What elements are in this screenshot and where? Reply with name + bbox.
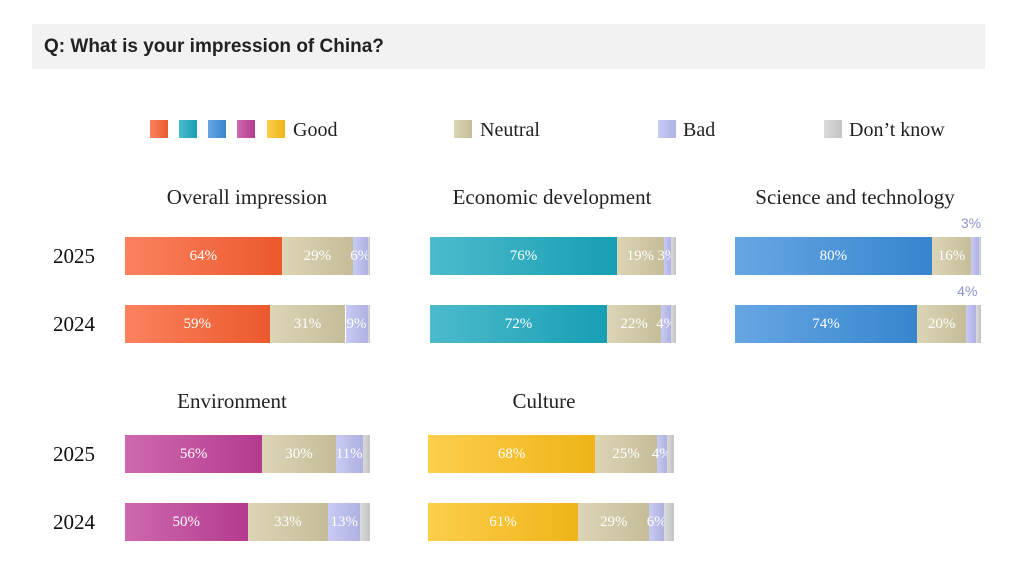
good-swatch-2 bbox=[179, 120, 197, 138]
bad-segment bbox=[663, 237, 672, 275]
neutral-segment bbox=[578, 503, 650, 541]
panel-title-2: Economic development bbox=[452, 185, 652, 209]
question-header: Q: What is your impression of China? bbox=[32, 24, 985, 69]
bad-value-label: 6% bbox=[350, 248, 371, 264]
good-value-label: 68% bbox=[497, 446, 526, 462]
good-segment bbox=[430, 305, 608, 343]
year-label: 2024 bbox=[53, 312, 95, 336]
good-segment bbox=[125, 237, 282, 275]
neutral-segment bbox=[247, 503, 329, 541]
dont-know-segment bbox=[666, 435, 674, 473]
good-segment bbox=[428, 503, 579, 541]
bad-segment bbox=[971, 237, 979, 275]
question-text: Q: What is your impression of China? bbox=[44, 36, 384, 57]
good-segment bbox=[125, 305, 270, 343]
bad-segment bbox=[335, 435, 363, 473]
neutral-value-label: 20% bbox=[927, 316, 956, 332]
bad-value-label: 4% bbox=[957, 283, 978, 299]
neutral-segment bbox=[931, 237, 972, 275]
dont-know-segment bbox=[671, 305, 676, 343]
good-segment bbox=[125, 435, 263, 473]
dont-know-segment bbox=[976, 305, 981, 343]
good-segment bbox=[430, 237, 617, 275]
dont-know-swatch bbox=[824, 120, 842, 138]
year-label: 2025 bbox=[53, 244, 95, 268]
bad-value-label: 3% bbox=[657, 248, 678, 264]
bad-segment bbox=[345, 305, 368, 343]
neutral-segment bbox=[607, 305, 662, 343]
bad-segment bbox=[328, 503, 361, 541]
panel-title-5: Culture bbox=[512, 389, 576, 413]
bad-segment bbox=[661, 305, 672, 343]
neutral-segment bbox=[616, 237, 664, 275]
bad-value-label: 3% bbox=[960, 215, 982, 231]
legend-neutral-label: Neutral bbox=[480, 119, 540, 141]
neutral-value-label: 29% bbox=[303, 248, 332, 264]
good-value-label: 72% bbox=[504, 316, 533, 332]
panel-title-3: Science and technology bbox=[755, 185, 955, 209]
dont-know-segment bbox=[367, 305, 370, 343]
neutral-value-label: 16% bbox=[937, 248, 966, 264]
good-value-label: 74% bbox=[812, 316, 840, 332]
neutral-segment bbox=[917, 305, 967, 343]
neutral-segment bbox=[281, 237, 353, 275]
legend-bad-label: Bad bbox=[683, 119, 716, 141]
legend-good-label: Good bbox=[293, 119, 338, 141]
panel-title-4: Environment bbox=[177, 389, 287, 413]
neutral-value-label: 29% bbox=[599, 514, 628, 530]
bad-value-label: 6% bbox=[646, 514, 667, 530]
good-value-label: 64% bbox=[189, 248, 218, 264]
dont-know-segment bbox=[671, 237, 676, 275]
bad-segment bbox=[649, 503, 665, 541]
bad-segment bbox=[966, 305, 977, 343]
dont-know-segment bbox=[362, 435, 370, 473]
neutral-segment bbox=[262, 435, 336, 473]
legend-dont-know-label: Don’t know bbox=[849, 119, 945, 141]
bad-value-label: 11% bbox=[335, 446, 363, 462]
dont-know-segment bbox=[978, 237, 981, 275]
neutral-value-label: 33% bbox=[274, 514, 302, 530]
neutral-segment bbox=[595, 435, 657, 473]
good-value-label: 50% bbox=[172, 514, 201, 530]
neutral-value-label: 31% bbox=[293, 316, 322, 332]
dont-know-segment bbox=[367, 237, 370, 275]
year-label: 2024 bbox=[53, 510, 95, 534]
neutral-value-label: 30% bbox=[285, 446, 313, 462]
bad-segment bbox=[352, 237, 368, 275]
good-swatch-4 bbox=[237, 120, 255, 138]
good-value-label: 59% bbox=[183, 316, 212, 332]
bad-segment bbox=[656, 435, 667, 473]
good-segment bbox=[735, 305, 918, 343]
bad-swatch bbox=[658, 120, 676, 138]
good-value-label: 80% bbox=[819, 248, 848, 264]
good-swatch-5 bbox=[267, 120, 285, 138]
neutral-value-label: 25% bbox=[612, 446, 640, 462]
neutral-segment bbox=[269, 305, 346, 343]
legend: Good Neutral Bad Don’t know bbox=[0, 0, 1030, 160]
good-segment bbox=[428, 435, 596, 473]
dont-know-segment bbox=[664, 503, 674, 541]
good-swatch-3 bbox=[208, 120, 226, 138]
good-segment bbox=[735, 237, 932, 275]
good-value-label: 61% bbox=[489, 514, 517, 530]
good-segment bbox=[125, 503, 248, 541]
good-swatch-1 bbox=[150, 120, 168, 138]
neutral-value-label: 19% bbox=[626, 248, 655, 264]
panel-title-1: Overall impression bbox=[166, 185, 328, 209]
good-value-label: 56% bbox=[179, 446, 208, 462]
bad-value-label: 9% bbox=[346, 316, 367, 332]
dont-know-segment bbox=[360, 503, 370, 541]
bad-value-label: 13% bbox=[330, 514, 359, 530]
good-value-label: 76% bbox=[509, 248, 538, 264]
neutral-value-label: 22% bbox=[620, 316, 648, 332]
year-label: 2025 bbox=[53, 442, 95, 466]
neutral-swatch bbox=[454, 120, 472, 138]
